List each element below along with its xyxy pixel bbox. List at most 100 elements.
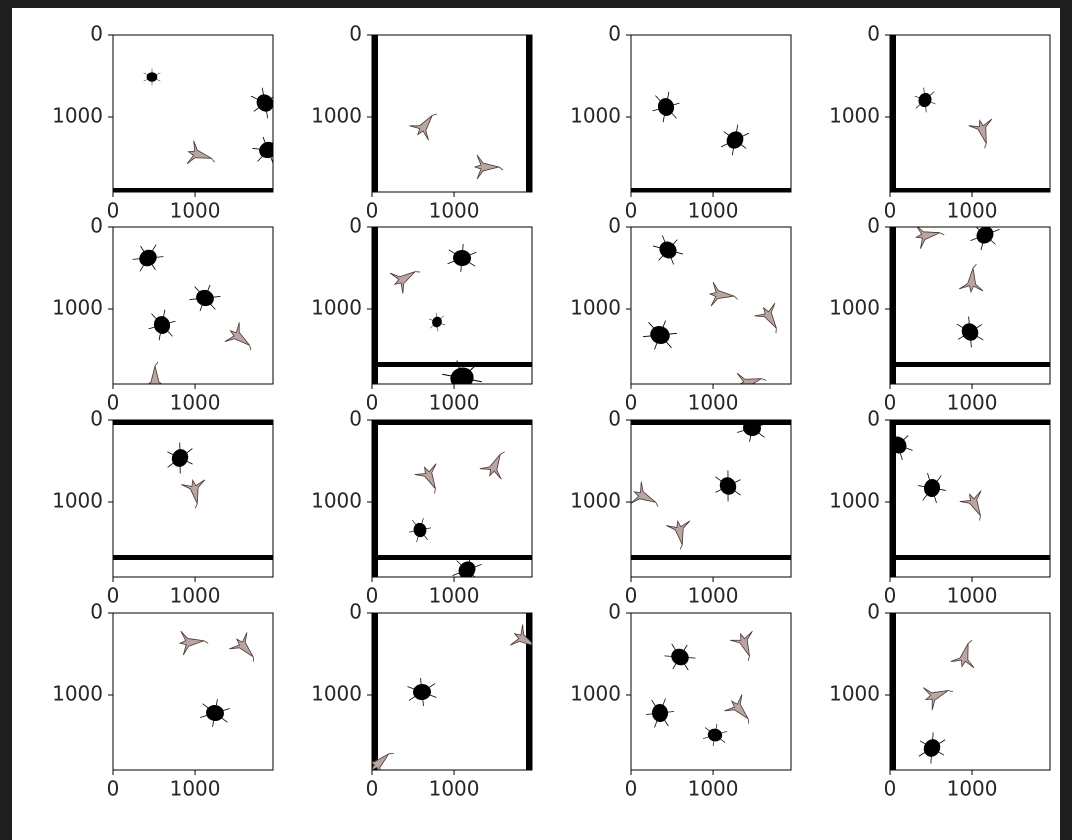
wing (409, 115, 433, 141)
moth (708, 281, 738, 307)
image-border (372, 420, 532, 425)
image-panel (631, 613, 791, 770)
image-panel (890, 227, 1050, 384)
x-tick-label: 0 (107, 199, 120, 223)
x-tick-label: 0 (107, 777, 120, 801)
moth (409, 113, 438, 141)
image-background (113, 420, 273, 577)
x-tick-label: 0 (625, 199, 638, 223)
body (976, 227, 994, 244)
beetle (200, 699, 230, 727)
body (651, 704, 669, 722)
moth (229, 632, 255, 662)
image-border (372, 227, 378, 384)
image-panel (631, 227, 791, 384)
body (171, 449, 189, 467)
y-tick-label: 1000 (829, 681, 880, 705)
axes-frame (889, 419, 1051, 578)
y-tick-label: 0 (349, 214, 362, 238)
wing (968, 118, 993, 144)
beetle (652, 91, 680, 123)
y-tick-label: 1000 (311, 103, 362, 127)
antenna (775, 328, 777, 334)
moth (958, 264, 984, 294)
moth (389, 271, 421, 294)
axes-frame (630, 226, 792, 385)
image-panel (372, 420, 532, 577)
image-background (631, 613, 791, 770)
image-border (372, 420, 378, 577)
image-border (526, 35, 532, 192)
antenna (154, 361, 159, 367)
y-tick-label: 0 (867, 214, 880, 238)
beetle (252, 136, 273, 164)
image-border (372, 555, 532, 560)
x-tick-label: 1000 (688, 584, 739, 608)
x-tick-label: 1000 (170, 199, 221, 223)
antenna (679, 544, 683, 550)
y-tick-label: 0 (867, 22, 880, 46)
body (458, 561, 476, 577)
axes-frame (112, 226, 274, 385)
moth (186, 140, 215, 165)
image-border (890, 227, 896, 384)
x-tick-label: 0 (625, 391, 638, 415)
moth (950, 640, 975, 669)
beetle (664, 643, 696, 671)
image-background (372, 420, 532, 577)
y-tick-label: 0 (608, 22, 621, 46)
y-tick-label: 0 (349, 600, 362, 624)
x-tick-label: 0 (366, 584, 379, 608)
x-tick-label: 1000 (947, 777, 998, 801)
antenna (434, 488, 436, 494)
x-tick-label: 0 (884, 584, 897, 608)
body (961, 323, 979, 341)
image-panel (890, 613, 1050, 770)
beetle (452, 554, 482, 577)
y-tick-label: 1000 (829, 103, 880, 127)
y-tick-label: 1000 (570, 488, 621, 512)
wing (147, 365, 163, 384)
axes-frame (889, 34, 1051, 193)
image-panel (372, 613, 532, 770)
moth (631, 481, 659, 507)
y-tick-label: 1000 (570, 681, 621, 705)
beetle (642, 320, 678, 350)
body (923, 739, 941, 757)
x-tick-label: 1000 (947, 199, 998, 223)
wing (736, 372, 762, 384)
image-border (631, 188, 791, 192)
body (139, 249, 157, 267)
beetle (890, 429, 913, 461)
body (743, 420, 761, 437)
y-tick-label: 1000 (52, 295, 103, 319)
moth (968, 118, 993, 149)
y-tick-label: 1000 (52, 681, 103, 705)
x-tick-label: 1000 (429, 391, 480, 415)
image-background (372, 227, 532, 384)
wing (666, 519, 691, 545)
y-tick-label: 1000 (311, 681, 362, 705)
moth (724, 694, 750, 724)
image-background (631, 35, 791, 192)
beetle (407, 678, 437, 706)
antenna (939, 232, 945, 236)
body (259, 141, 273, 159)
image-border (890, 362, 1050, 367)
antenna (967, 640, 973, 644)
image-background (113, 227, 273, 384)
beetle (442, 360, 482, 384)
image-border (113, 188, 273, 192)
x-tick-label: 0 (366, 199, 379, 223)
y-tick-label: 0 (608, 214, 621, 238)
axes-frame (630, 419, 792, 578)
image-background (113, 613, 273, 770)
wing (479, 453, 502, 480)
antenna (747, 718, 750, 724)
y-tick-label: 1000 (570, 295, 621, 319)
axes-frame (630, 612, 792, 771)
wing (730, 630, 753, 657)
image-border (890, 420, 896, 577)
axes-frame (371, 419, 533, 578)
wing (414, 463, 437, 489)
